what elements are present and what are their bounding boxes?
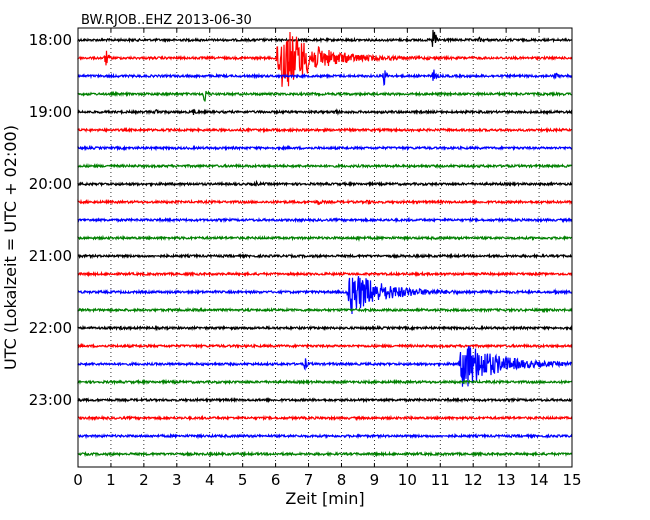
x-tick-label: 11 [431,471,450,489]
plot-frame [77,27,573,468]
x-tick-label: 10 [398,471,417,489]
seismogram-trace [77,90,573,102]
seismogram-trace [77,396,573,404]
y-tick-label: 23:00 [29,391,72,409]
y-tick-label: 18:00 [29,31,72,49]
seismogram-trace [77,414,573,422]
seismogram-trace [77,234,573,242]
y-tick-label: 21:00 [29,247,72,265]
x-tick-label: 12 [464,471,483,489]
seismogram-trace [77,345,573,387]
chart-title: BW.RJOB..EHZ 2013-06-30 [81,13,252,28]
seismogram-trace [77,216,573,224]
seismogram-trace [77,198,573,206]
seismogram-trace [77,126,573,134]
seismogram-traces [77,29,573,458]
x-tick-label: 0 [73,471,83,489]
x-tick-label: 4 [205,471,215,489]
seismogram-trace [77,179,573,188]
y-tick-label: 20:00 [29,175,72,193]
seismogram-trace [77,252,573,260]
x-tick-label: 3 [172,471,182,489]
x-tick-label: 7 [304,471,314,489]
seismogram-trace [77,276,573,315]
seismogram-trace [77,306,573,314]
y-axis-label: UTC (Lokalzeit = UTC + 02:00) [1,125,20,370]
seismogram-trace [77,432,573,440]
x-tick-label: 13 [497,471,516,489]
x-tick-label: 5 [238,471,248,489]
seismogram-trace [77,450,573,458]
seismogram-trace [77,162,573,170]
seismogram-trace [77,144,573,152]
x-tick-label: 9 [370,471,380,489]
seismogram-trace [77,31,573,87]
seismogram-trace [77,108,573,116]
x-axis-ticks: 0 1 2 3 4 5 6 7 8 9 10 11 12 13 14 15 [73,28,582,489]
x-tick-label: 14 [530,471,549,489]
y-tick-label: 19:00 [29,103,72,121]
seismogram-trace [77,324,573,332]
x-tick-label: 15 [562,471,581,489]
x-axis-label: Zeit [min] [285,489,364,508]
seismogram-trace [77,29,573,47]
y-tick-label: 22:00 [29,319,72,337]
x-tick-label: 1 [106,471,116,489]
y-axis-ticks: 18:00 19:00 20:00 21:00 22:00 23:00 [29,31,82,409]
x-tick-label: 6 [271,471,281,489]
seismogram-trace [77,342,573,350]
seismogram-trace [77,378,573,386]
x-tick-label: 8 [337,471,347,489]
seismogram-trace [77,69,573,87]
seismogram-trace [77,270,573,278]
x-tick-label: 2 [139,471,149,489]
